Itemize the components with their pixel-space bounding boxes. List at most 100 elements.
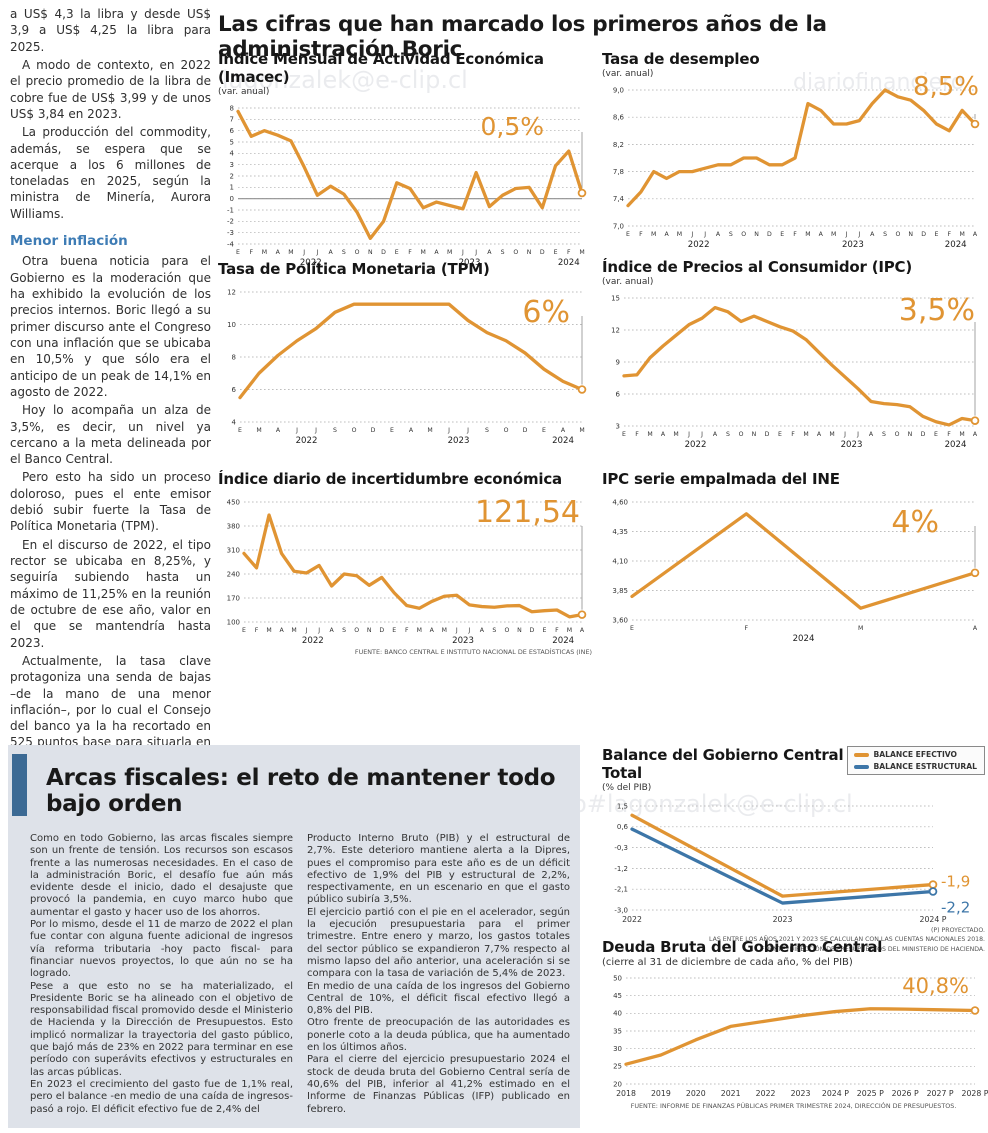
svg-text:J: J [447,427,450,434]
svg-text:F: F [567,249,571,256]
svg-text:4: 4 [230,150,235,158]
svg-text:F: F [639,231,643,238]
svg-text:J: J [315,249,318,256]
svg-text:8,2: 8,2 [613,141,624,149]
svg-text:F: F [948,231,952,238]
paragraph: La producción del commodity, además, se … [10,125,211,221]
svg-text:2022: 2022 [756,1089,776,1098]
svg-text:F: F [635,431,639,438]
svg-text:12: 12 [227,288,236,296]
svg-text:-2,2: -2,2 [941,899,970,917]
paragraph: Por lo mismo, desde el 11 de marzo de 20… [30,919,293,980]
svg-text:A: A [330,627,335,634]
svg-text:M: M [959,231,964,238]
chart-incertidumbre: Índice diario de incertidumbre económica… [218,470,592,656]
svg-text:A: A [713,431,718,438]
svg-text:3: 3 [616,422,620,430]
svg-text:2022: 2022 [296,436,318,446]
svg-text:2024: 2024 [793,634,815,644]
svg-text:2024: 2024 [945,440,967,450]
svg-text:25: 25 [613,1063,622,1071]
svg-text:E: E [392,627,396,634]
highlight-value: 40,8% [902,974,969,998]
svg-text:N: N [367,627,372,634]
svg-text:E: E [934,231,938,238]
svg-text:O: O [352,427,357,434]
svg-text:N: N [752,431,757,438]
svg-text:M: M [262,249,267,256]
svg-text:E: E [778,431,782,438]
svg-text:2026 P: 2026 P [892,1089,919,1098]
svg-text:O: O [895,231,900,238]
chart-subtitle: (cierre al 31 de diciembre de cada año, … [602,957,853,968]
legend-label: BALANCE EFECTIVO [873,750,957,759]
svg-text:7: 7 [230,116,234,124]
svg-text:J: J [703,231,706,238]
chart-subtitle: (var. anual) [602,69,654,79]
svg-text:10: 10 [227,321,236,329]
highlight-value: 3,5% [898,293,975,328]
article-paragraphs-top: a US$ 4,3 la libra y desde US$ 3,9 a US$… [10,6,211,222]
svg-text:310: 310 [227,546,240,554]
svg-text:2021: 2021 [721,1089,741,1098]
svg-text:2023: 2023 [459,258,481,268]
svg-text:A: A [561,427,566,434]
svg-text:-0,3: -0,3 [614,844,628,852]
svg-text:A: A [409,427,414,434]
svg-text:30: 30 [613,1045,622,1053]
svg-text:2024 P: 2024 P [822,1089,849,1098]
svg-text:N: N [517,627,522,634]
svg-text:7,8: 7,8 [613,168,624,176]
svg-text:M: M [651,231,656,238]
svg-text:A: A [279,627,284,634]
chart-balance: Balance del Gobierno Central Total (% de… [602,746,985,954]
svg-text:J: J [690,231,693,238]
svg-text:O: O [513,249,518,256]
svg-text:M: M [803,431,808,438]
svg-text:E: E [780,231,784,238]
svg-text:J: J [687,431,690,438]
svg-text:2024: 2024 [945,240,967,250]
chart-subtitle: (var. anual) [218,87,270,97]
svg-text:D: D [921,231,926,238]
chart-title: Tasa de desempleo [602,50,760,68]
svg-text:6: 6 [230,127,235,135]
paragraph: Pese a que esto no se ha materializado, … [30,980,293,1078]
headline-accent-bar [12,754,27,816]
svg-text:2023: 2023 [842,240,864,250]
svg-text:J: J [857,231,860,238]
svg-text:J: J [455,627,458,634]
svg-text:E: E [542,627,546,634]
svg-text:S: S [333,427,337,434]
svg-text:F: F [793,231,797,238]
chart-title: Balance del Gobierno Central Total [602,746,844,782]
svg-text:D: D [540,249,545,256]
svg-text:E: E [554,249,558,256]
svg-text:S: S [726,431,730,438]
svg-text:15: 15 [611,294,620,302]
svg-text:-3,0: -3,0 [614,906,628,914]
svg-text:12: 12 [611,326,620,334]
highlight-value: 8,5% [912,72,979,102]
svg-text:M: M [266,627,271,634]
svg-text:170: 170 [227,594,240,602]
svg-text:N: N [754,231,759,238]
paragraph: En 2023 el crecimiento del gasto fue de … [30,1078,293,1115]
highlight-value: 6% [522,295,570,330]
svg-text:S: S [501,249,505,256]
svg-text:S: S [342,249,346,256]
svg-text:O: O [895,431,900,438]
svg-text:2023: 2023 [841,440,863,450]
bottom-article-title: Arcas fiscales: el reto de mantener todo… [46,765,556,817]
svg-text:8: 8 [230,104,234,112]
svg-text:A: A [973,431,978,438]
paragraph: Para el cierre del ejercicio presupuesta… [307,1054,570,1115]
svg-text:O: O [355,249,360,256]
svg-text:N: N [368,249,373,256]
chart-ipc: Índice de Precios al Consumidor (IPC) (v… [602,258,985,450]
svg-text:J: J [474,249,477,256]
